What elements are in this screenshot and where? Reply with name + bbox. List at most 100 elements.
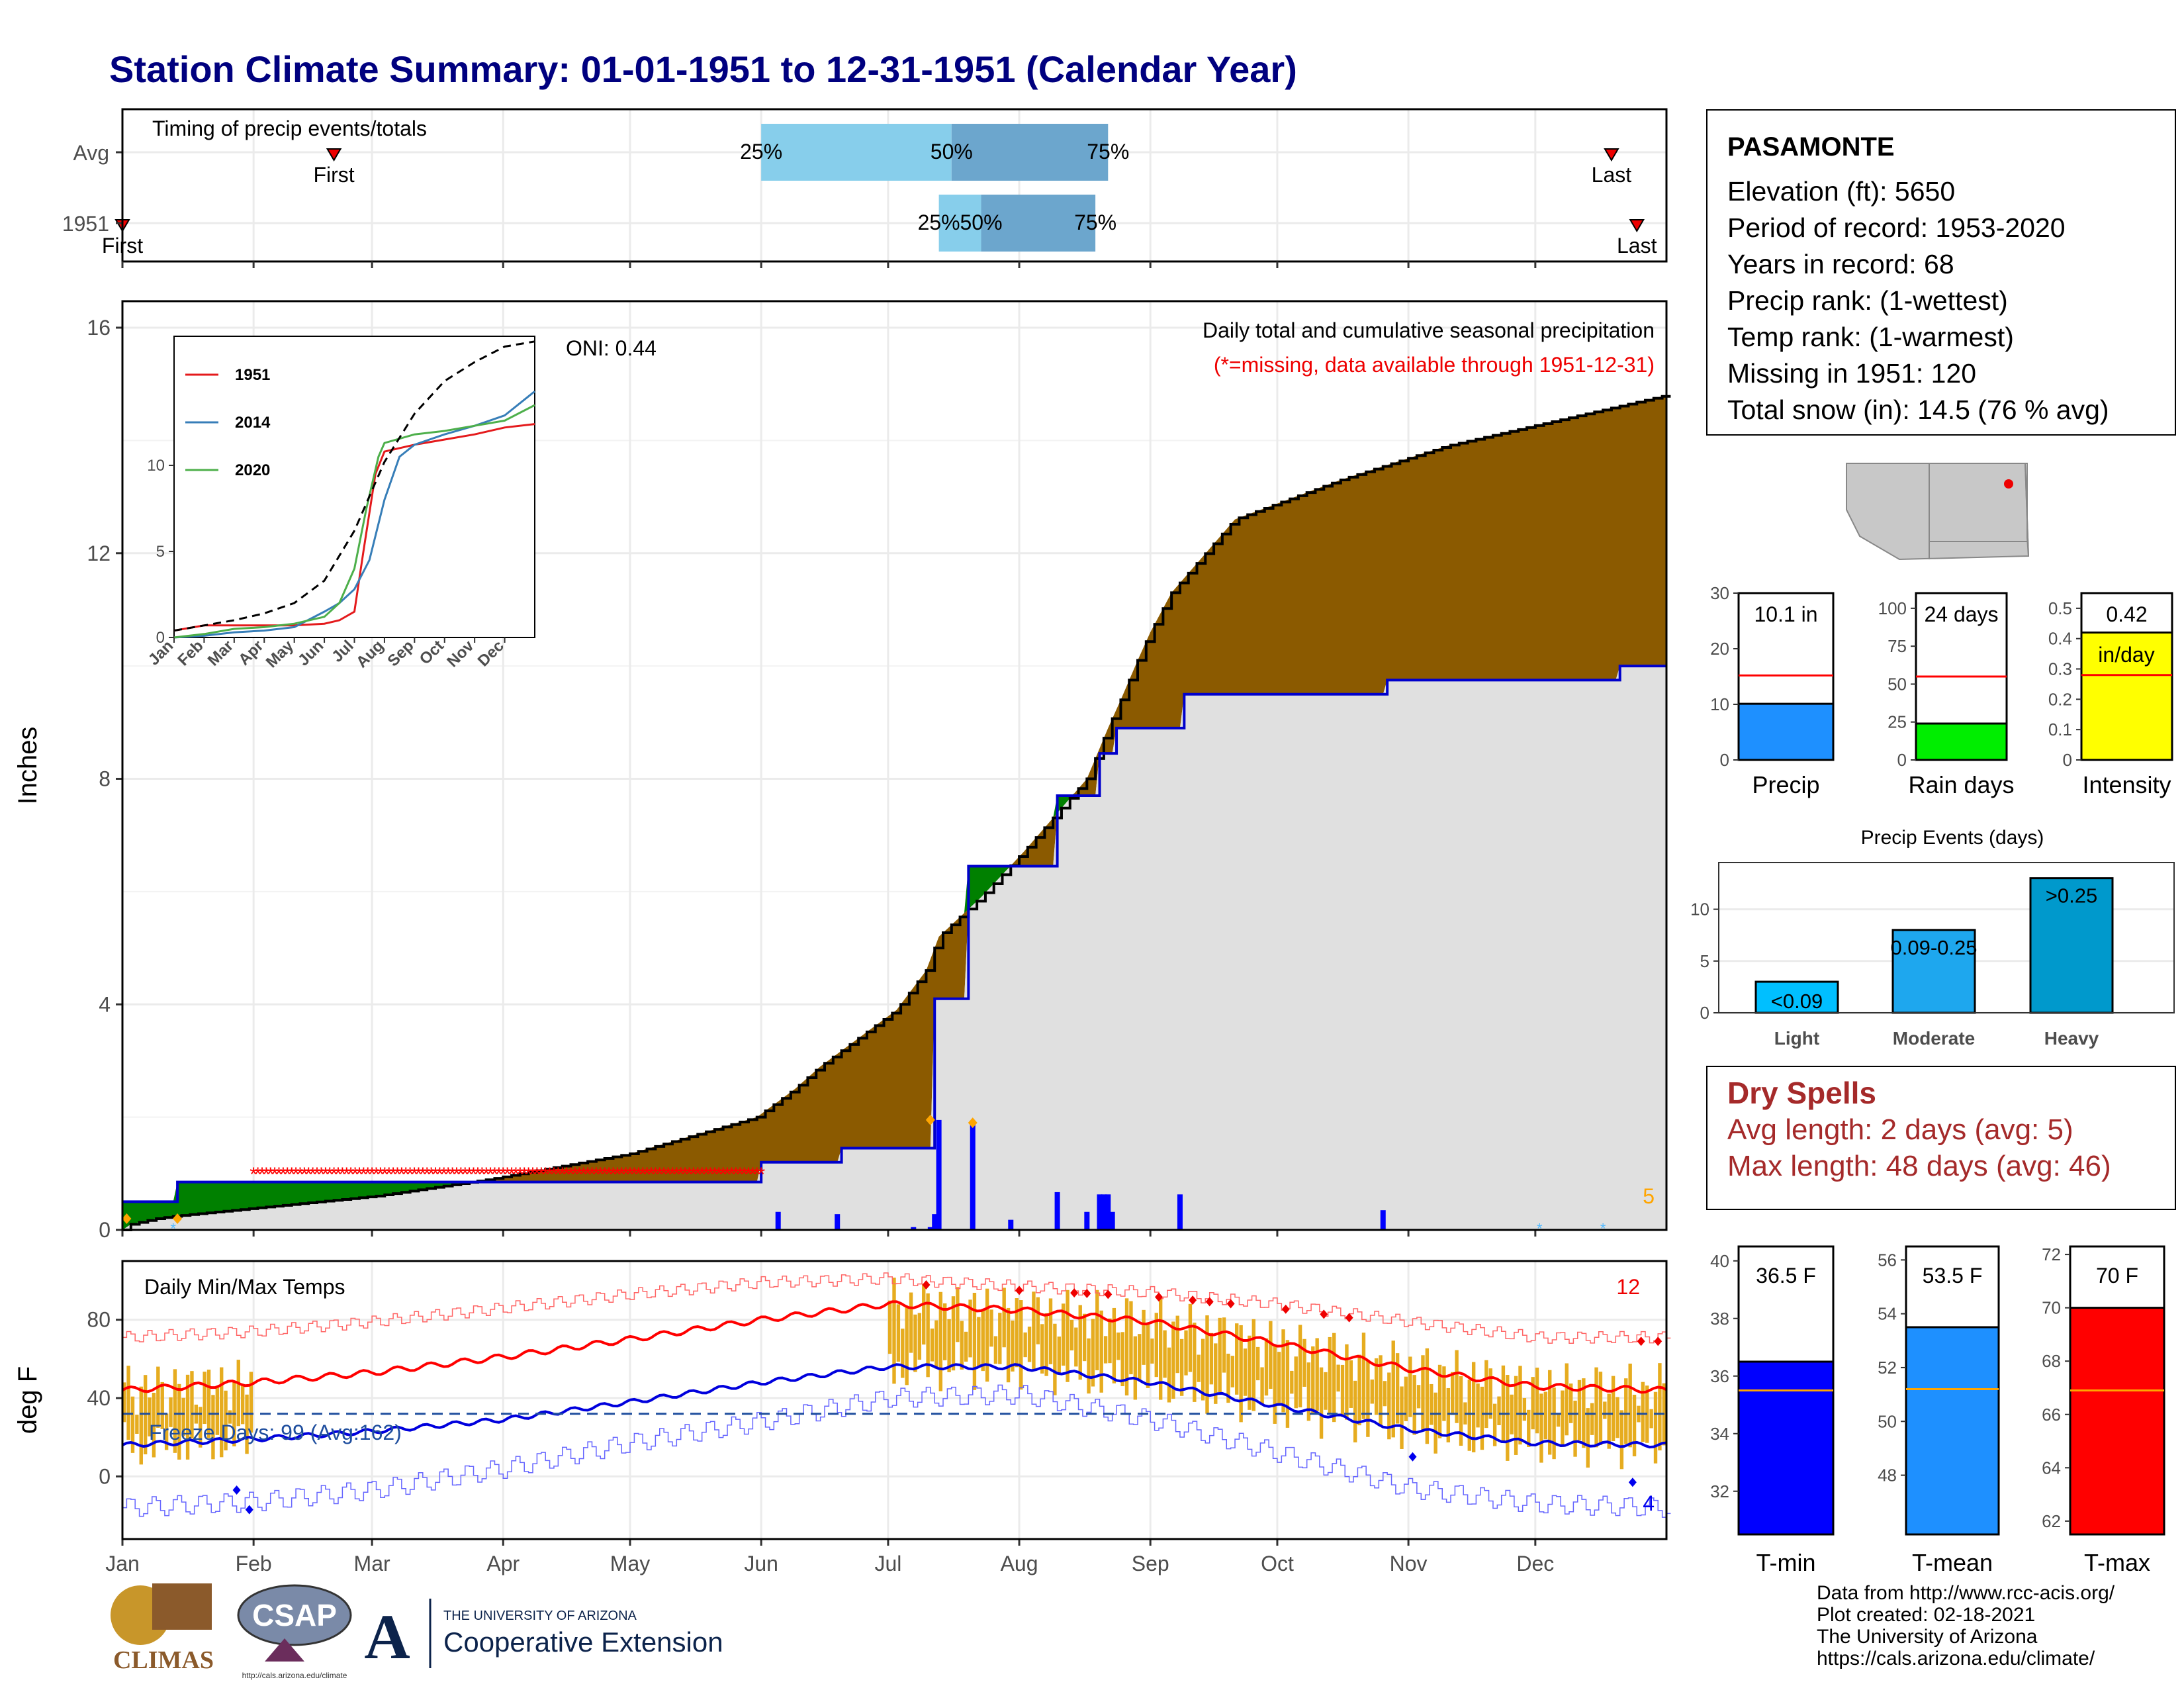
daily-temp-bar (1315, 1338, 1319, 1411)
month-tick-label: Dec (1516, 1552, 1554, 1575)
small-bar-category: T-max (2084, 1549, 2150, 1576)
missing-marker: * (499, 1164, 507, 1186)
daily-precip-bar (1008, 1219, 1014, 1230)
daily-temp-bar (1146, 1322, 1150, 1388)
q25-label: 25% (918, 211, 960, 234)
daily-temp-bar (977, 1317, 981, 1368)
missing-marker: * (449, 1164, 457, 1186)
record-low-marker (245, 1505, 253, 1515)
daily-precip-bar (1380, 1210, 1386, 1230)
precip-frame (121, 300, 1668, 1231)
small-ytick-label: 64 (2042, 1458, 2061, 1477)
missing-marker: * (419, 1164, 427, 1186)
daily-temp-bar (1594, 1367, 1598, 1448)
missing-marker: * (275, 1164, 283, 1186)
missing-marker: * (601, 1164, 609, 1186)
daily-temp-bar (1455, 1350, 1459, 1423)
record-high-marker (1154, 1292, 1163, 1302)
last-marker (1629, 219, 1645, 232)
daily-temp-bar (1336, 1364, 1340, 1392)
missing-marker: * (389, 1164, 397, 1186)
small-ytick-label: 50 (1888, 674, 1907, 694)
daily-temp-bar (1273, 1346, 1277, 1424)
daily-temp-bar (1387, 1372, 1391, 1440)
inset-legend-label: 1951 (235, 366, 270, 384)
missing-marker: * (622, 1164, 630, 1186)
daily-temp-bar (989, 1309, 993, 1347)
daily-temp-bar (922, 1284, 926, 1345)
intensity-unit: in/day (2098, 643, 2154, 667)
daily-temp-bar (169, 1397, 173, 1427)
small-ytick-label: 62 (2042, 1511, 2061, 1531)
year-cumulative-line (122, 665, 1666, 1203)
small-ytick-label: 20 (1710, 639, 1729, 659)
daily-temp-bar (1577, 1380, 1582, 1440)
daily-temp-bar (1391, 1340, 1395, 1438)
dry-spells-title: Dry Spells (1727, 1076, 1876, 1110)
small-ytick-label: 0.1 (2048, 720, 2072, 739)
record-high-marker (1281, 1304, 1290, 1314)
missing-marker: * (381, 1164, 388, 1186)
missing-marker: * (660, 1164, 668, 1186)
record-high-marker (1320, 1309, 1328, 1319)
missing-marker: * (529, 1164, 537, 1186)
daily-temp-bar (164, 1413, 169, 1450)
missing-marker: * (486, 1164, 494, 1186)
daily-temp-bar (1539, 1393, 1543, 1463)
daily-temp-bar (1328, 1336, 1332, 1414)
small-ytick-label: 0 (1897, 750, 1907, 770)
daily-temp-bar (1653, 1391, 1658, 1464)
daily-temp-bar (1430, 1383, 1433, 1425)
logos: CLIMAS CSAP http://cals.arizona.edu/climat… (111, 1583, 723, 1680)
quartile-bar-low (761, 124, 952, 181)
daily-temp-bar (1543, 1391, 1548, 1440)
daily-temp-bar (1332, 1333, 1336, 1423)
daily-temp-bar (917, 1313, 922, 1360)
daily-temp-bar (1142, 1309, 1146, 1365)
daily-temp-bar (913, 1314, 917, 1372)
missing-marker: * (444, 1164, 452, 1186)
events-bar (2029, 877, 2114, 1014)
daily-temp-bar (1611, 1376, 1615, 1441)
daily-temp-bar (1002, 1288, 1006, 1348)
missing-marker: * (373, 1164, 381, 1186)
record-tmin-line (122, 1384, 1671, 1518)
missing-marker: * (639, 1164, 647, 1186)
daily-temp-bar (245, 1394, 249, 1454)
small-bar-value-label: 10.1 in (1754, 602, 1817, 626)
ua-logo-line2: Cooperative Extension (443, 1626, 723, 1658)
small-bar (1915, 722, 2008, 761)
small-bar-value-label: 36.5 F (1756, 1264, 1816, 1288)
record-high-marker (1637, 1336, 1645, 1346)
daily-temp-bar (1548, 1370, 1552, 1455)
daily-temp-bar (1349, 1360, 1353, 1408)
daily-temp-bar (211, 1395, 215, 1460)
daily-temp-bar (1416, 1385, 1421, 1409)
missing-marker: * (423, 1164, 431, 1186)
daily-temp-bar (1091, 1319, 1095, 1387)
timing-row-label: Avg (73, 141, 109, 165)
snow-marker (968, 1117, 978, 1129)
missing-marker: * (686, 1164, 694, 1186)
daily-temp-bar (1476, 1383, 1480, 1428)
trace-marker: * (1600, 1221, 1606, 1237)
precip-ytick-label: 12 (87, 541, 111, 565)
daily-temp-bar (1531, 1377, 1535, 1430)
missing-marker: * (723, 1164, 731, 1186)
daily-temp-bar (1066, 1289, 1069, 1382)
location-map (1846, 463, 2030, 561)
month-tick-label: Feb (236, 1552, 272, 1575)
daily-temp-bar (1370, 1379, 1374, 1404)
daily-temp-bar (1514, 1376, 1518, 1455)
daily-temp-bar (1087, 1338, 1091, 1394)
daily-temp-bar (1518, 1366, 1522, 1445)
daily-temp-bar (1590, 1403, 1594, 1435)
daily-temp-bar (173, 1369, 177, 1453)
daily-temp-bar (1492, 1403, 1497, 1446)
daily-precip-bar (835, 1214, 841, 1230)
missing-marker: * (584, 1164, 592, 1186)
daily-temp-bar (1243, 1348, 1248, 1396)
missing-marker: * (436, 1164, 444, 1186)
daily-temp-bar (1467, 1380, 1471, 1451)
missing-marker: * (267, 1164, 275, 1186)
